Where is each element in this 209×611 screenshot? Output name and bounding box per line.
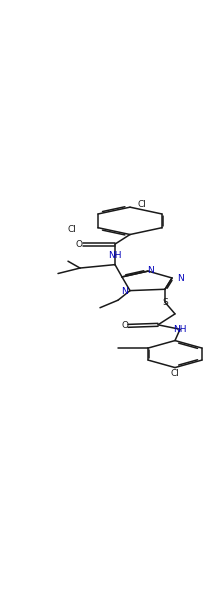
- Text: O: O: [76, 240, 83, 249]
- Text: Cl: Cl: [68, 225, 76, 233]
- Text: O: O: [121, 321, 128, 331]
- Text: NH: NH: [108, 251, 122, 260]
- Text: NH: NH: [173, 325, 187, 334]
- Text: N: N: [177, 274, 183, 283]
- Text: N: N: [147, 266, 153, 274]
- Text: Cl: Cl: [138, 200, 147, 209]
- Text: Cl: Cl: [171, 368, 180, 378]
- Text: S: S: [162, 298, 168, 307]
- Text: N: N: [121, 288, 127, 296]
